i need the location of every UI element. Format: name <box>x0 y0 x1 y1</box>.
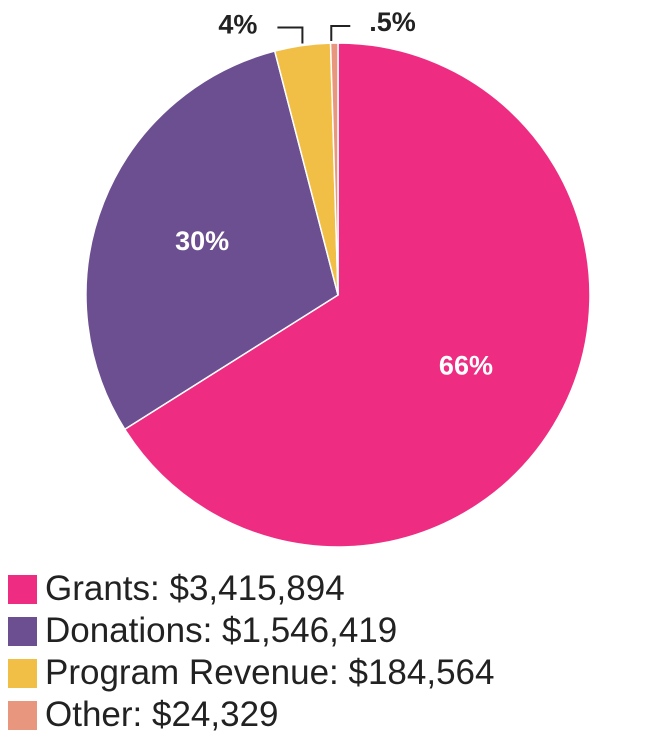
legend: Grants: $3,415,894 Donations: $1,546,419… <box>8 568 663 736</box>
pie-slice-other <box>329 42 339 296</box>
pie-label-donations: 30% <box>175 226 229 256</box>
pie-slice-grants <box>123 42 591 548</box>
legend-item-other: Other: $24,329 <box>8 694 663 736</box>
pie-label-grants: 66% <box>439 351 493 381</box>
legend-swatch-grants <box>8 574 37 604</box>
legend-label-program-revenue: Program Revenue: $184,564 <box>45 653 495 692</box>
legend-item-grants: Grants: $3,415,894 <box>8 568 663 610</box>
legend-swatch-other <box>8 700 37 730</box>
legend-label-other: Other: $24,329 <box>45 695 279 734</box>
legend-item-donations: Donations: $1,546,419 <box>8 610 663 652</box>
legend-label-grants: Grants: $3,415,894 <box>45 569 345 608</box>
pie-label-program-revenue: 4% <box>218 10 257 40</box>
leader-line-program-revenue <box>277 26 304 44</box>
pie-label-other: .5% <box>369 7 416 37</box>
legend-label-donations: Donations: $1,546,419 <box>45 611 398 650</box>
pie-chart-svg: 66% 30% 4% .5% <box>85 7 591 548</box>
legend-item-program-revenue: Program Revenue: $184,564 <box>8 652 663 694</box>
legend-swatch-program-revenue <box>8 658 37 688</box>
legend-swatch-donations <box>8 616 37 646</box>
pie-slice-donations <box>85 50 339 431</box>
leader-line-other <box>330 25 351 42</box>
